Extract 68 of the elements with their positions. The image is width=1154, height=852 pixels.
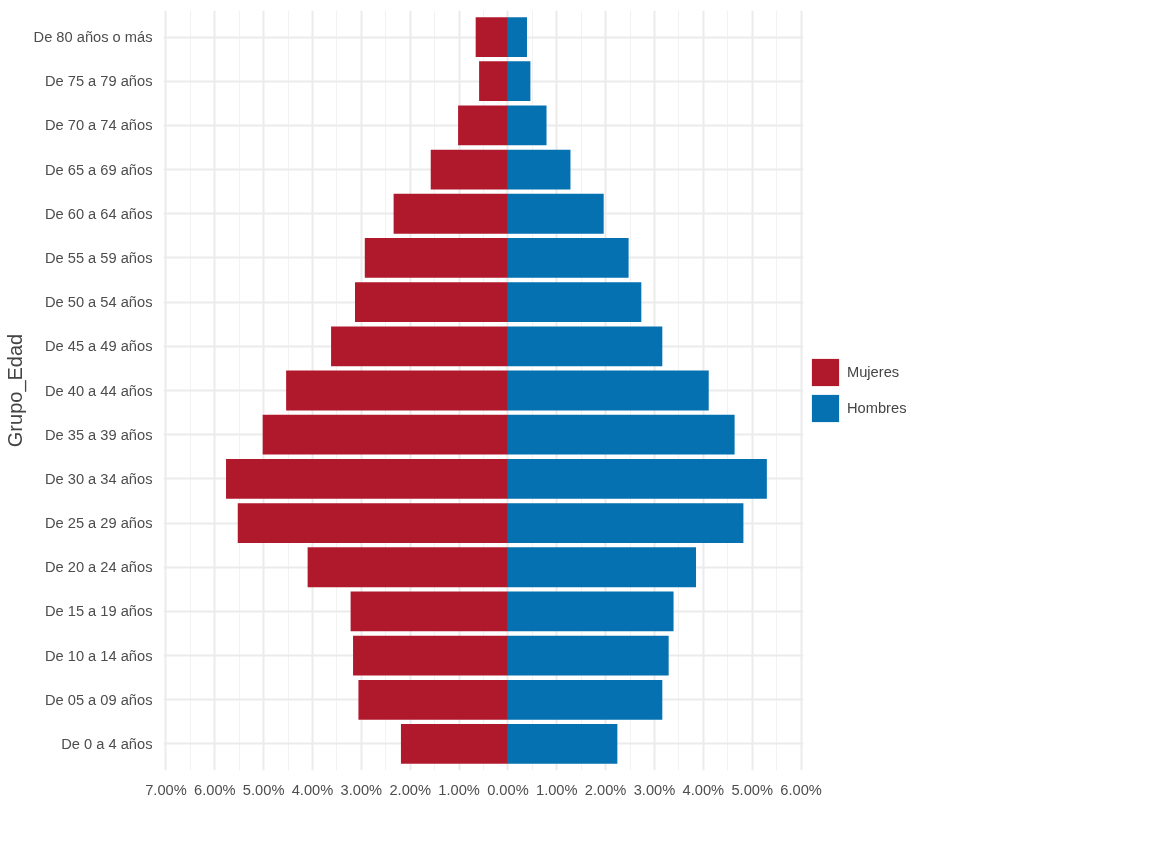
x-tick-label: 6.00% bbox=[780, 781, 822, 798]
x-tick-label: 3.00% bbox=[633, 781, 676, 798]
legend-label: Mujeres bbox=[847, 364, 900, 380]
y-tick-label: De 20 a 24 años bbox=[44, 559, 153, 576]
bar bbox=[350, 591, 508, 632]
bar bbox=[479, 61, 508, 102]
bar bbox=[364, 238, 508, 278]
x-tick-label: 7.00% bbox=[145, 781, 187, 798]
y-tick-label: De 25 a 29 años bbox=[44, 515, 153, 532]
y-tick-label: De 30 a 34 años bbox=[44, 470, 153, 487]
bar bbox=[507, 635, 669, 676]
y-tick-label: De 60 a 64 años bbox=[44, 205, 153, 222]
x-tick-label: 2.00% bbox=[584, 781, 627, 798]
y-tick-label: De 45 a 49 años bbox=[44, 338, 153, 355]
legend-label: Hombres bbox=[847, 400, 907, 416]
bar bbox=[507, 591, 674, 632]
x-tick-label: 1.00% bbox=[438, 781, 480, 798]
y-tick-label: De 50 a 54 años bbox=[44, 294, 153, 311]
bar bbox=[393, 193, 508, 234]
x-tick-label: 1.00% bbox=[536, 781, 578, 798]
bar bbox=[507, 414, 735, 455]
bar bbox=[307, 547, 508, 588]
x-tick-label: 5.00% bbox=[731, 781, 773, 798]
bar bbox=[331, 326, 508, 367]
bar bbox=[458, 105, 508, 146]
y-tick-label: De 70 a 74 años bbox=[44, 117, 153, 134]
y-tick-label: De 35 a 39 años bbox=[44, 426, 153, 443]
y-axis-title: Grupo_Edad bbox=[3, 333, 27, 448]
bar bbox=[353, 635, 508, 676]
y-tick-label: De 40 a 44 años bbox=[44, 382, 153, 399]
bar bbox=[430, 149, 508, 190]
bar bbox=[507, 282, 642, 323]
bar bbox=[507, 370, 709, 411]
bar bbox=[262, 414, 508, 455]
bar bbox=[400, 724, 508, 764]
y-tick-label: De 0 a 4 años bbox=[61, 735, 153, 752]
x-tick-label: 6.00% bbox=[194, 781, 236, 798]
bar bbox=[507, 238, 629, 278]
x-tick-label: 2.00% bbox=[389, 781, 431, 798]
bar bbox=[226, 458, 508, 499]
bar bbox=[237, 503, 508, 543]
bar bbox=[507, 326, 663, 367]
y-tick-label: De 05 a 09 años bbox=[44, 691, 153, 708]
bar bbox=[355, 282, 508, 323]
y-tick-label: De 65 a 69 años bbox=[44, 161, 153, 178]
y-tick-label: De 55 a 59 años bbox=[44, 249, 153, 266]
bar bbox=[507, 503, 744, 543]
x-tick-label: 3.00% bbox=[340, 781, 383, 798]
x-tick-label: 4.00% bbox=[682, 781, 725, 798]
x-tick-label: 4.00% bbox=[291, 781, 334, 798]
bar bbox=[507, 458, 767, 499]
y-tick-label: De 75 a 79 años bbox=[44, 73, 153, 90]
bar bbox=[507, 105, 547, 146]
y-tick-label: De 10 a 14 años bbox=[44, 647, 153, 664]
bar bbox=[286, 370, 508, 411]
bar bbox=[507, 149, 571, 190]
bar bbox=[507, 724, 618, 764]
bar bbox=[507, 679, 663, 720]
y-tick-label: De 80 años o más bbox=[33, 29, 153, 46]
bar bbox=[507, 547, 697, 588]
x-tick-label: 5.00% bbox=[242, 781, 285, 798]
y-tick-label: De 15 a 19 años bbox=[44, 603, 153, 620]
bar bbox=[507, 193, 604, 234]
bar bbox=[358, 679, 508, 720]
bar bbox=[507, 17, 527, 57]
bar bbox=[507, 61, 531, 102]
bar bbox=[475, 17, 508, 57]
x-tick-label: 0.00% bbox=[487, 781, 529, 798]
